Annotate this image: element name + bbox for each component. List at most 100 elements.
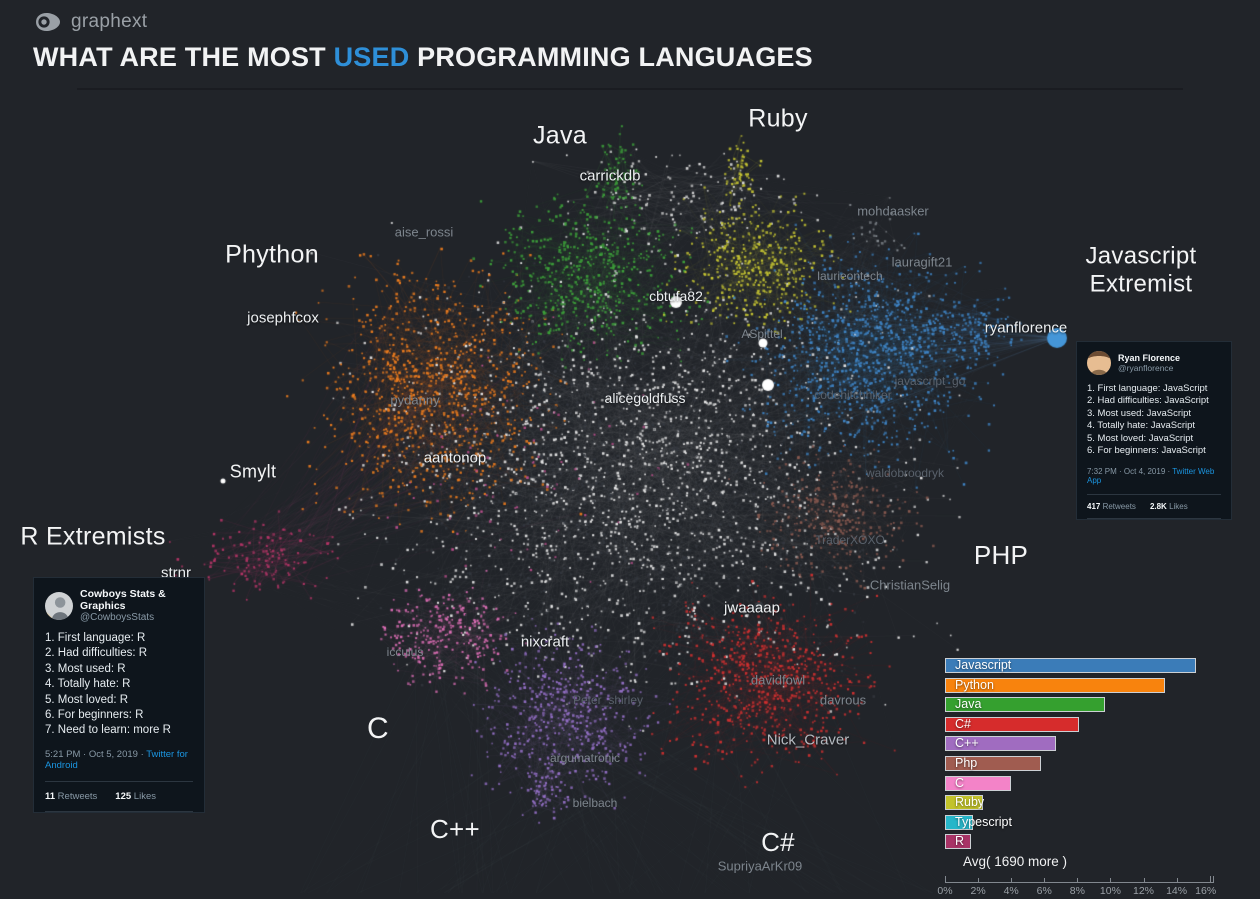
avg-label: Avg( 1690 more )	[963, 854, 1068, 870]
bar-row: Java	[945, 697, 1245, 713]
tweet-timestamp: 7:32 PM · Oct 4, 2019 · Twitter Web App	[1087, 467, 1221, 485]
tweet-line: 3. Most used: R	[45, 662, 126, 675]
tweet-card-cowboysstats: Cowboys Stats & Graphics @CowboysStats 1…	[33, 577, 205, 813]
tweet-source-link[interactable]: Twitter Web App	[1087, 467, 1215, 486]
bar-row: R	[945, 834, 1245, 850]
bar-label: Ruby	[955, 795, 985, 810]
bar-row: Python	[945, 677, 1245, 693]
bar-row: Typescript	[945, 814, 1245, 830]
axis-tick-label: 14%	[1166, 885, 1188, 898]
x-axis: 0% 2% 4% 6% 8% 10% 12% 14% 16%	[937, 875, 1245, 899]
axis-tick	[1077, 878, 1079, 884]
bar-label: C++	[955, 736, 979, 751]
bar-ruby: Ruby	[945, 795, 985, 811]
bar-row: Javascript	[945, 658, 1245, 673]
axis-tick-label: 0%	[937, 885, 953, 898]
bar-row: Ruby	[945, 795, 1245, 811]
tweet-time-text: 7:32 PM · Oct 4, 2019 ·	[1087, 467, 1173, 477]
title-highlight: USED	[333, 42, 410, 72]
page-title: WHAT ARE THE MOST USED PROGRAMMING LANGU…	[33, 42, 813, 73]
tweet-line: 2. Had difficulties: R	[45, 647, 148, 660]
tweet-body: 1. First language: R 2. Had difficulties:…	[45, 631, 193, 739]
tweet-stats: 417 Retweets 2.8K Likes	[1087, 494, 1221, 520]
tweet-author: Ryan Florence @ryanflorence	[1118, 353, 1180, 373]
title-divider	[77, 88, 1183, 90]
tweet-line: 6. For beginners: JavaScript	[1087, 445, 1206, 457]
tweet-line: 5. Most loved: JavaScript	[1087, 432, 1194, 444]
bar-c++: C++	[945, 736, 1056, 752]
header: graphext WHAT ARE THE MOST USED PROGRAMM…	[33, 8, 813, 73]
tweet-card-ryanflorence: Ryan Florence @ryanflorence 1. First lan…	[1076, 341, 1232, 521]
axis-line	[945, 882, 1213, 884]
bar-r: R	[945, 834, 972, 850]
axis-tick	[945, 876, 946, 884]
avatar	[45, 591, 73, 620]
axis-tick	[1110, 878, 1112, 884]
tweet-author-name: Cowboys Stats & Graphics	[80, 588, 166, 612]
bar-c#: C#	[945, 716, 1079, 732]
axis-tick	[1143, 878, 1145, 884]
axis-tick-label: 16%	[1195, 885, 1217, 898]
tweet-line: 6. For beginners: R	[45, 709, 144, 722]
bar-row: C++	[945, 736, 1245, 752]
avatar	[1087, 351, 1111, 375]
bar-row: C	[945, 775, 1245, 791]
bar-php: Php	[945, 755, 1041, 771]
bar-label: C	[955, 775, 965, 790]
axis-tick-label: 2%	[970, 885, 986, 898]
bar-label: C#	[955, 716, 971, 731]
tweet-line: 5. Most loved: R	[45, 693, 129, 706]
tweet-stats: 11 Retweets 125 Likes	[45, 780, 193, 812]
axis-tick-label: 6%	[1036, 885, 1052, 898]
axis-tick	[1209, 876, 1211, 884]
bar-label: Typescript	[955, 814, 1012, 829]
bar-label: Java	[955, 697, 982, 712]
tweet-header: Cowboys Stats & Graphics @CowboysStats	[45, 588, 193, 623]
bar-rows: Javascript Python Java C# C++ Php C Ruby Typescr…	[945, 658, 1245, 850]
brand: graphext	[33, 8, 813, 36]
retweet-count[interactable]: 11 Retweets	[45, 790, 98, 802]
axis-tick	[1176, 878, 1178, 884]
bar-label: Python	[955, 677, 994, 692]
bar-label: R	[955, 834, 965, 849]
bar-python: Python	[945, 677, 1166, 693]
tweet-author: Cowboys Stats & Graphics @CowboysStats	[80, 588, 193, 623]
tweet-author-handle: @CowboysStats	[80, 612, 155, 623]
axis-tick-label: 12%	[1133, 885, 1155, 898]
tweet-line: 4. Totally hate: JavaScript	[1087, 420, 1196, 432]
axis-tick	[1011, 878, 1013, 884]
bar-java: Java	[945, 697, 1106, 713]
tweet-line: 1. First language: JavaScript	[1087, 383, 1208, 394]
tweet-line: 3. Most used: JavaScript	[1087, 407, 1192, 419]
like-count[interactable]: 2.8K Likes	[1149, 502, 1188, 512]
graphext-logo-icon	[36, 13, 60, 31]
tweet-timestamp: 5:21 PM · Oct 5, 2019 · Twitter for Andr…	[45, 749, 193, 771]
axis-tick	[1044, 878, 1046, 884]
bar-label: Javascript	[955, 658, 1012, 672]
bar-row: Php	[945, 755, 1245, 771]
tweet-body: 1. First language: JavaScript 2. Had diff…	[1087, 383, 1221, 457]
title-post: PROGRAMMING LANGUAGES	[409, 42, 813, 72]
language-usage-bar-chart: Javascript Python Java C# C++ Php C Ruby Typescr…	[937, 658, 1245, 899]
retweet-count[interactable]: 417 Retweets	[1087, 502, 1136, 512]
tweet-line: 7. Need to learn: more R	[45, 724, 171, 737]
tweet-header: Ryan Florence @ryanflorence	[1087, 351, 1221, 375]
bar-javascript: Javascript	[945, 658, 1197, 673]
axis-end-tick	[1213, 876, 1214, 884]
bar-row: C#	[945, 716, 1245, 732]
bar-label: Php	[955, 755, 978, 770]
axis-tick-label: 8%	[1069, 885, 1085, 898]
axis-tick	[978, 878, 980, 884]
bar-c: C	[945, 775, 1012, 791]
axis-tick-label: 10%	[1099, 885, 1121, 898]
title-pre: WHAT ARE THE MOST	[33, 42, 334, 72]
bar-typescript: Typescript	[945, 814, 1012, 830]
tweet-author-handle: @ryanflorence	[1118, 363, 1174, 373]
tweet-line: 1. First language: R	[45, 632, 146, 644]
axis-tick-label: 4%	[1003, 885, 1019, 898]
tweet-author-name: Ryan Florence	[1118, 353, 1181, 363]
tweet-line: 2. Had difficulties: JavaScript	[1087, 395, 1209, 407]
tweet-source-link[interactable]: Twitter for Android	[45, 748, 188, 771]
tweet-line: 4. Totally hate: R	[45, 678, 131, 691]
like-count[interactable]: 125 Likes	[115, 790, 156, 802]
